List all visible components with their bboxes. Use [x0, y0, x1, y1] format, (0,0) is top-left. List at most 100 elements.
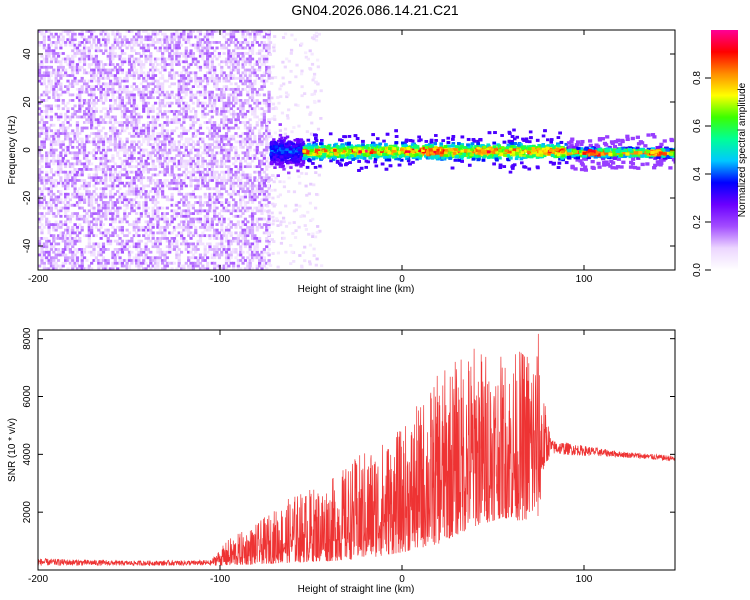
spectrogram-cell: [185, 132, 188, 135]
spectrogram-cell: [121, 124, 124, 127]
spectrogram-cell: [161, 185, 164, 188]
spectrogram-cell: [133, 157, 136, 160]
spectrogram-cell: [40, 201, 43, 204]
spectrogram-cell: [185, 60, 188, 63]
spectrogram-cell: [83, 162, 86, 165]
spectrogram-cell: [40, 55, 43, 58]
spectrogram-cell: [180, 187, 183, 190]
spectrogram-cell: [149, 60, 152, 63]
spectrogram-cell: [223, 146, 226, 149]
spectrogram-cell: [204, 259, 207, 262]
spectrogram-cell: [161, 154, 164, 157]
spectrogram-cell: [62, 201, 65, 204]
spectrogram-cell: [102, 243, 105, 246]
spectrogram-cell: [189, 138, 192, 141]
spectrogram-cell: [166, 41, 169, 44]
spectrogram-cell: [223, 44, 226, 47]
spectrogram-cell: [43, 44, 46, 47]
spectrogram-cell: [189, 49, 192, 52]
spectrogram-cell: [302, 251, 305, 254]
spectrogram-cell: [55, 113, 58, 116]
spectrogram-cell: [251, 143, 254, 146]
spectrogram-cell: [166, 220, 169, 223]
spectrogram-cell: [66, 149, 69, 152]
spectrogram-cell: [249, 60, 252, 63]
spectrogram-cell: [81, 254, 84, 257]
spectrogram-cell: [173, 96, 176, 99]
spectrogram-cell: [78, 110, 81, 113]
spectrogram-cell: [140, 135, 143, 138]
spectrogram-cell: [114, 74, 117, 77]
spectrogram-cell: [246, 256, 249, 259]
spectrogram-cell: [265, 127, 268, 130]
spectrogram-cell: [45, 60, 48, 63]
spectrogram-cell: [180, 212, 183, 215]
spectrogram-cell: [258, 201, 261, 204]
spectrogram-cell: [268, 226, 271, 229]
spectrogram-cell: [301, 85, 304, 88]
spectrogram-cell: [81, 171, 84, 174]
spectrogram-cell: [73, 77, 76, 80]
spectrogram-cell: [227, 265, 230, 268]
spectrogram-cell: [244, 160, 247, 163]
spectrogram-cell: [47, 165, 50, 168]
spectrogram-cell: [225, 251, 228, 254]
spectrogram-cell: [268, 118, 271, 121]
spectrogram-cell: [135, 129, 138, 132]
spectrogram-cell: [116, 154, 119, 157]
spectrogram-cell: [241, 251, 244, 254]
spectrogram-cell: [300, 172, 303, 175]
spectrogram-cell: [273, 44, 276, 47]
spectrogram-cell: [50, 168, 53, 171]
spectrogram-cell: [144, 80, 147, 83]
spectrogram-cell: [213, 262, 216, 265]
spectrogram-cell: [266, 205, 269, 208]
spectrogram-cell: [152, 207, 155, 210]
spectrogram-cell: [147, 215, 150, 218]
spectrogram-cell: [123, 36, 126, 39]
spectrogram-cell: [175, 127, 178, 130]
spectrogram-cell: [180, 157, 183, 160]
spectrogram-cell: [307, 58, 310, 61]
spectrogram-cell: [147, 265, 150, 268]
spectrogram-cell: [244, 245, 247, 248]
spectrogram-cell: [194, 229, 197, 232]
spectrogram-cell: [95, 256, 98, 259]
spectrogram-cell: [126, 174, 129, 177]
spectrogram-cell: [218, 256, 221, 259]
spectrogram-cell: [265, 60, 268, 63]
spectrogram-cell: [64, 212, 67, 215]
spectrogram-cell: [168, 245, 171, 248]
spectrogram-cell: [128, 149, 131, 152]
spectrogram-cell: [123, 212, 126, 215]
spectrogram-cell: [237, 207, 240, 210]
spectrogram-cell: [244, 71, 247, 74]
spectrogram-cell: [135, 41, 138, 44]
spectrogram-cell: [194, 176, 197, 179]
spectrogram-cell: [92, 113, 95, 116]
spectrogram-cell: [258, 240, 261, 243]
spectrogram-cell: [197, 143, 200, 146]
spectrogram-cell: [225, 190, 228, 193]
spectrogram-cell: [107, 262, 110, 265]
spectrogram-cell: [314, 90, 317, 93]
spectrogram-cell: [194, 63, 197, 66]
spectrogram-cell: [128, 265, 131, 268]
figure: GN04.2026.086.14.21.C21 -200 -100 0 100 -40…: [0, 0, 750, 600]
spectrogram-cell: [249, 63, 252, 66]
spectrogram-cell: [123, 196, 126, 199]
spectrogram-cell: [246, 234, 249, 237]
spectrogram-cell: [251, 160, 254, 163]
spectrogram-cell: [244, 116, 247, 119]
spectrogram-cell: [92, 207, 95, 210]
spectrogram-cell: [121, 240, 124, 243]
spectrogram-cell: [166, 237, 169, 240]
spectrogram-cell: [159, 157, 162, 160]
spectrogram-cell: [57, 174, 60, 177]
spectrogram-cell: [102, 52, 105, 55]
spectrogram-cell: [215, 171, 218, 174]
spectrogram-cell: [102, 127, 105, 130]
spectrogram-cell: [260, 160, 263, 163]
spectrogram-cell: [47, 91, 50, 94]
spectrogram-cell: [88, 52, 91, 55]
